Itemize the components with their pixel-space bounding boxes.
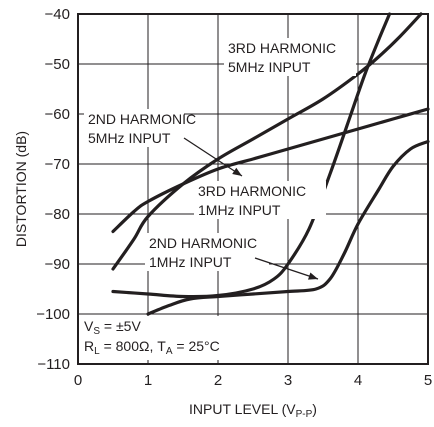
x-tick-label: 0: [74, 372, 82, 389]
y-tick-label: −90: [45, 256, 70, 273]
y-tick-label: −80: [45, 206, 70, 223]
y-tick-label: −100: [36, 306, 70, 323]
y-axis-title: DISTORTION (dB): [13, 131, 29, 247]
load-temperature-condition: RL = 800Ω, TA = 25°C: [84, 338, 220, 357]
curve-label-line: 3RD HARMONIC: [198, 183, 306, 199]
curve-2nd-harmonic-1mhz: [146, 139, 430, 316]
curve-label-line: 1MHz INPUT: [149, 254, 232, 270]
plot-frame: [77, 13, 429, 365]
leader-arrow: [183, 137, 243, 177]
tick-labels: −110 −100 −90 −80 −70 −60 −50 −40 0 1 2 3 4 5: [36, 6, 432, 389]
y-tick-label: −70: [45, 156, 70, 173]
x-axis-title: INPUT LEVEL (VP-P): [189, 401, 317, 420]
curve-labels: 3RD HARMONIC 5MHz INPUT 2ND HARMONIC 5MHz I…: [84, 38, 356, 280]
x-tick-label: 1: [144, 372, 152, 389]
y-tick-label: −110: [37, 356, 70, 373]
curve-label-line: 2ND HARMONIC: [149, 235, 257, 251]
curves: [111, 12, 430, 316]
y-tick-label: −40: [45, 6, 70, 23]
test-conditions: VS = ±5V RL = 800Ω, TA = 25°C: [81, 316, 251, 360]
x-tick-label: 2: [214, 372, 222, 389]
curve-label-line: 1MHz INPUT: [198, 202, 281, 218]
leader-arrow: [254, 257, 319, 280]
curve-label-line: 5MHz INPUT: [88, 130, 171, 146]
label-3rd-harmonic-1mhz: 3RD HARMONIC 1MHz INPUT: [194, 181, 326, 219]
x-tick-label: 4: [354, 372, 362, 389]
curve-label-line: 2ND HARMONIC: [88, 111, 196, 127]
label-2nd-harmonic-1mhz: 2ND HARMONIC 1MHz INPUT: [145, 233, 319, 280]
x-tick-label: 5: [424, 372, 432, 389]
curve-label-line: 3RD HARMONIC: [228, 40, 336, 56]
arrowhead: [308, 272, 318, 280]
arrowhead: [232, 167, 242, 176]
supply-condition: VS = ±5V: [84, 318, 141, 337]
label-3rd-harmonic-5mhz: 3RD HARMONIC 5MHz INPUT: [224, 38, 356, 76]
y-tick-label: −60: [45, 106, 70, 123]
y-tick-label: −50: [45, 56, 70, 73]
x-tick-label: 3: [284, 372, 292, 389]
curve-label-line: 5MHz INPUT: [228, 59, 311, 75]
curve-3rd-harmonic-1mhz: [111, 12, 392, 299]
curve-3rd-harmonic-5mhz: [111, 12, 423, 271]
label-2nd-harmonic-5mhz: 2ND HARMONIC 5MHz INPUT: [84, 109, 243, 177]
curve-2nd-harmonic-5mhz: [111, 107, 430, 234]
